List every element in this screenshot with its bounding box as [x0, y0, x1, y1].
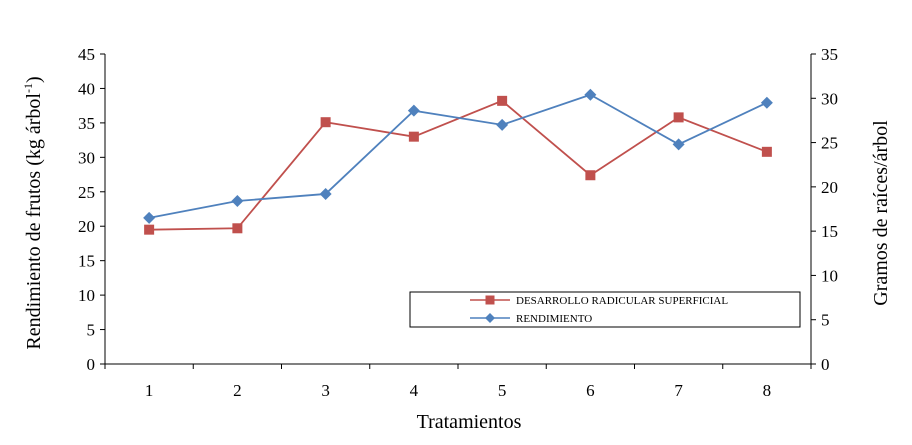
legend: DESARROLLO RADICULAR SUPERFICIAL RENDIMI…	[409, 291, 801, 328]
right-axis-tick-label: 20	[821, 178, 838, 197]
left-axis-tick-label: 30	[78, 148, 95, 167]
data-point-1-3	[407, 104, 420, 117]
left-axis-tick-label: 35	[78, 114, 95, 133]
left-axis-title-main: Rendimiento de frutos (kg árbol	[23, 93, 45, 350]
data-point-1-2	[319, 187, 332, 200]
data-point-0-0	[144, 224, 155, 235]
right-axis-tick-label: 30	[821, 89, 838, 108]
left-axis-tick-label: 10	[78, 286, 95, 305]
left-axis-tick-label: 20	[78, 217, 95, 236]
data-point-0-4	[497, 95, 508, 106]
x-axis-tick-label: 1	[145, 381, 154, 400]
legend-marker-rendimiento	[485, 313, 495, 323]
series-line-0	[149, 99, 768, 231]
legend-marker-desarrollo	[485, 295, 495, 305]
left-axis-tick-label: 15	[78, 252, 95, 271]
x-axis-tick-label: 2	[233, 381, 242, 400]
data-point-0-1	[232, 223, 243, 234]
right-axis-tick-label: 0	[821, 355, 830, 374]
right-axis-tick-label: 35	[821, 45, 838, 64]
left-axis-title-superscript: -1	[21, 83, 35, 93]
data-point-1-6	[672, 138, 685, 151]
x-axis-tick-label: 3	[321, 381, 330, 400]
right-axis-tick-label: 5	[821, 311, 830, 330]
data-point-1-7	[760, 96, 773, 109]
left-axis-tick-label: 0	[87, 355, 96, 374]
series-line-1	[148, 93, 768, 219]
left-axis-tick-label: 5	[87, 321, 96, 340]
data-point-0-7	[761, 146, 772, 157]
data-point-1-4	[496, 118, 509, 131]
data-point-0-3	[408, 131, 419, 142]
x-axis-tick-label: 5	[498, 381, 507, 400]
x-axis-tick-label: 6	[586, 381, 595, 400]
x-axis-tick-label: 8	[763, 381, 772, 400]
left-axis-tick-label: 25	[78, 183, 95, 202]
right-axis-tick-label: 10	[821, 266, 838, 285]
left-axis-title-close: )	[23, 76, 45, 83]
left-axis-tick-label: 40	[78, 79, 95, 98]
data-point-0-2	[320, 117, 331, 128]
x-axis-title: Tratamientos	[417, 411, 522, 433]
data-point-1-5	[584, 88, 597, 101]
left-axis-title: Rendimiento de frutos (kg árbol-1)	[21, 76, 45, 349]
data-point-0-6	[673, 112, 684, 123]
x-axis-tick-label: 4	[410, 381, 419, 400]
series-layer	[143, 88, 773, 235]
data-point-1-1	[231, 195, 244, 208]
data-point-0-5	[585, 170, 596, 181]
data-point-1-0	[143, 211, 156, 224]
left-axis-tick-label: 45	[78, 45, 95, 64]
right-axis-tick-label: 15	[821, 222, 838, 241]
legend-label-desarrollo: DESARROLLO RADICULAR SUPERFICIAL	[516, 295, 728, 307]
legend-box	[409, 291, 801, 328]
legend-label-rendimiento: RENDIMIENTO	[516, 313, 592, 325]
x-axis-tick-label: 7	[674, 381, 683, 400]
right-axis-title: Gramos de raíces/árbol	[870, 120, 892, 306]
right-axis-tick-label: 25	[821, 134, 838, 153]
